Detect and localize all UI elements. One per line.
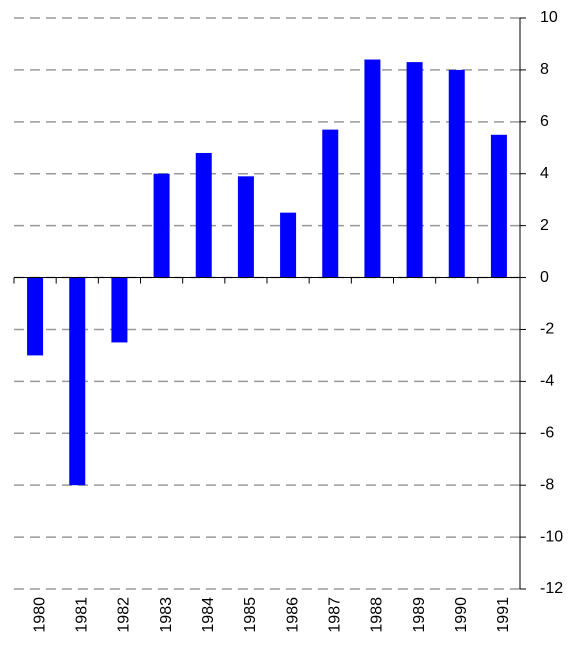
x-tick-label: 1982	[116, 597, 133, 633]
bar	[153, 173, 170, 278]
y-tick-label: -6	[540, 424, 554, 441]
x-tick-label: 1980	[31, 597, 48, 633]
x-tick-label: 1985	[242, 597, 259, 633]
x-tick-label: 1988	[369, 597, 386, 633]
y-tick-label: 0	[540, 269, 549, 286]
x-tick-label: 1987	[326, 597, 343, 633]
bar	[406, 62, 423, 278]
x-tick-label: 1990	[453, 597, 470, 633]
bar	[195, 152, 212, 278]
bar	[69, 277, 86, 486]
x-tick-label: 1991	[495, 597, 512, 633]
bar	[490, 134, 507, 278]
x-tick-label: 1983	[158, 597, 175, 633]
y-tick-label: -12	[540, 580, 563, 597]
y-tick-label: -10	[540, 528, 563, 545]
x-tick-label: 1986	[284, 597, 301, 633]
y-tick-label: 6	[540, 113, 549, 130]
y-tick-label: -4	[540, 373, 554, 390]
x-tick-label: 1981	[73, 597, 90, 633]
bar	[111, 277, 128, 343]
bar	[322, 129, 339, 278]
y-tick-label: 10	[540, 9, 558, 26]
x-tick-label: 1989	[411, 597, 428, 633]
bar	[364, 59, 381, 278]
y-tick-label: 2	[540, 217, 549, 234]
y-tick-label: -2	[540, 321, 554, 338]
bar	[237, 176, 254, 278]
y-tick-label: 4	[540, 165, 549, 182]
x-tick-label: 1984	[200, 597, 217, 633]
y-tick-label: 8	[540, 61, 549, 78]
bar	[280, 212, 297, 278]
bar	[27, 277, 44, 356]
y-tick-label: -8	[540, 476, 554, 493]
bar	[448, 69, 465, 278]
